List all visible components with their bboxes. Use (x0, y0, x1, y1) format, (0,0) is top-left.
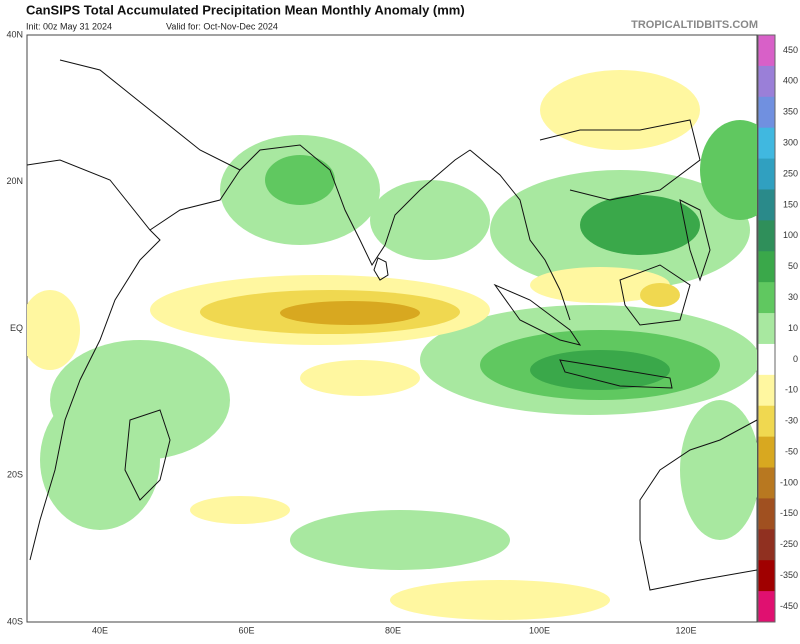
colorbar-segment (758, 343, 775, 376)
colorbar-segment (758, 65, 775, 98)
colorbar-label: -50 (785, 446, 798, 456)
colorbar-segment (758, 220, 775, 252)
colorbar-segment (758, 35, 775, 67)
lat-label: EQ (10, 323, 23, 333)
colorbar-label: -350 (780, 570, 798, 580)
watermark: TROPICALTIDBITS.COM (631, 19, 758, 31)
colorbar-segment (758, 467, 775, 499)
colorbar-label: -250 (780, 539, 798, 549)
init-time: Init: 00z May 31 2024 (26, 21, 112, 31)
colorbar-segment (758, 96, 775, 129)
colorbar-segment (758, 529, 775, 561)
title: CanSIPS Total Accumulated Precipitation … (26, 2, 465, 17)
colorbar-label: 250 (783, 168, 798, 178)
colorbar-segment (758, 405, 775, 438)
colorbar-label: 300 (783, 138, 798, 148)
colorbar-label: -10 (785, 385, 798, 395)
colorbar-segment (758, 313, 775, 345)
colorbar-segment (758, 251, 775, 283)
colorbar-label: 350 (783, 107, 798, 117)
lon-label: 40E (92, 625, 108, 635)
colorbar: 4504003503002501501005030100-10-30-50-10… (757, 34, 798, 623)
lat-label: 40S (7, 616, 23, 626)
lat-label: 20S (7, 470, 23, 480)
colorbar-label: 10 (788, 323, 798, 333)
coastlines (27, 59, 757, 591)
colorbar-label: -150 (780, 508, 798, 518)
anomaly-field (27, 70, 757, 620)
colorbar-segment (758, 591, 775, 623)
colorbar-label: 30 (788, 292, 798, 302)
colorbar-label: 450 (783, 45, 798, 55)
colorbar-segment (758, 560, 775, 592)
colorbar-label: -30 (785, 416, 798, 426)
colorbar-segment (758, 127, 775, 160)
colorbar-segment (758, 158, 775, 190)
colorbar-segment (758, 189, 775, 221)
colorbar-segment (758, 282, 775, 314)
axes: 40N 20N EQ 20S 40S 40E 60E 80E 100E 120E (6, 29, 696, 635)
colorbar-label: 400 (783, 76, 798, 86)
lon-label: 60E (238, 625, 254, 635)
lon-label: 120E (675, 625, 696, 635)
colorbar-segment (758, 374, 775, 407)
lon-label: 100E (529, 625, 550, 635)
colorbar-label: -450 (780, 601, 798, 611)
colorbar-label: 150 (783, 199, 798, 209)
colorbar-segment (758, 436, 775, 469)
lat-label: 40N (6, 29, 23, 39)
colorbar-label: -100 (780, 477, 798, 487)
map (26, 34, 758, 623)
colorbar-segment (758, 498, 775, 530)
colorbar-frame (757, 34, 776, 623)
valid-time: Valid for: Oct-Nov-Dec 2024 (166, 21, 278, 31)
lon-label: 80E (385, 625, 401, 635)
colorbar-label: 0 (793, 354, 798, 364)
lat-label: 20N (6, 176, 23, 186)
colorbar-label: 100 (783, 230, 798, 240)
colorbar-label: 50 (788, 261, 798, 271)
